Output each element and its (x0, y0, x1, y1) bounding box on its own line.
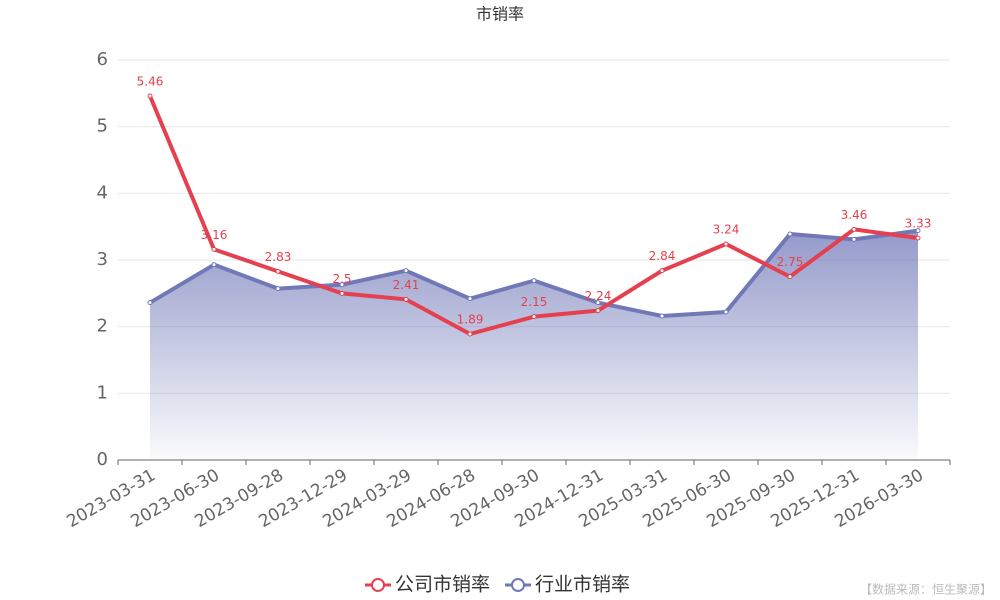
point (275, 268, 281, 274)
chart-title: 市销率 (476, 5, 524, 24)
data-label: 2.24 (585, 289, 612, 303)
data-label: 1.89 (457, 313, 484, 327)
data-label: 3.16 (201, 228, 228, 242)
data-label: 2.5 (332, 272, 351, 286)
point (403, 268, 409, 274)
data-label: 2.15 (521, 295, 548, 309)
legend-item: 行业市销率 (505, 574, 630, 596)
point (723, 309, 729, 315)
data-label: 3.33 (905, 217, 932, 231)
data-label: 2.75 (777, 255, 804, 269)
legend-label: 行业市销率 (535, 574, 630, 596)
point (339, 290, 345, 296)
y-tick-label: 5 (97, 116, 108, 137)
point (211, 262, 217, 268)
point (659, 268, 665, 274)
point (147, 93, 153, 99)
point (851, 226, 857, 232)
point (595, 300, 601, 306)
legend-marker (371, 578, 385, 592)
point (787, 274, 793, 280)
y-tick-label: 0 (97, 449, 108, 470)
point (915, 235, 921, 241)
point (339, 282, 345, 288)
y-tick-label: 2 (97, 316, 108, 337)
y-tick-label: 4 (97, 182, 108, 203)
point (211, 246, 217, 252)
legend-marker (511, 578, 525, 592)
y-tick-label: 1 (97, 382, 108, 403)
area (150, 230, 918, 460)
point (275, 286, 281, 292)
point (787, 231, 793, 237)
data-label: 3.24 (713, 223, 740, 237)
y-tick-label: 6 (97, 49, 108, 70)
point (403, 296, 409, 302)
point (595, 308, 601, 314)
point (467, 331, 473, 337)
y-tick-label: 3 (97, 249, 108, 270)
point (147, 300, 153, 306)
data-label: 2.83 (265, 250, 292, 264)
legend-item: 公司市销率 (365, 574, 490, 596)
source-note: 【数据来源：恒生聚源】 (860, 582, 992, 597)
point (531, 314, 537, 320)
point (723, 241, 729, 247)
data-label: 2.84 (649, 249, 676, 263)
point (467, 296, 473, 302)
point (531, 278, 537, 284)
data-label: 3.46 (841, 208, 868, 222)
point (659, 313, 665, 319)
point (851, 236, 857, 242)
data-label: 5.46 (137, 75, 164, 89)
point (915, 228, 921, 234)
data-label: 2.41 (393, 278, 420, 292)
legend-label: 公司市销率 (395, 574, 490, 596)
